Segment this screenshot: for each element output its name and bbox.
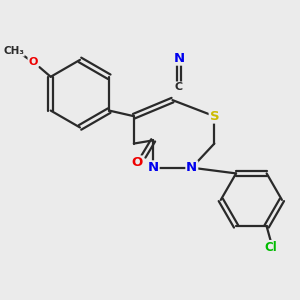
Text: S: S — [209, 110, 219, 123]
Text: N: N — [148, 161, 159, 174]
Text: N: N — [186, 161, 197, 174]
Text: O: O — [131, 156, 143, 170]
Text: O: O — [28, 57, 38, 67]
Text: C: C — [175, 82, 183, 92]
Text: N: N — [173, 52, 184, 65]
Text: Cl: Cl — [264, 241, 277, 254]
Text: CH₃: CH₃ — [3, 46, 24, 56]
